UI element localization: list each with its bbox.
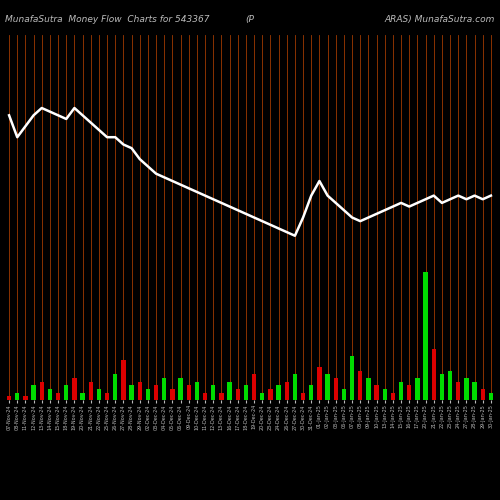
Bar xyxy=(432,349,436,400)
Bar xyxy=(219,392,224,400)
Bar xyxy=(334,378,338,400)
Bar xyxy=(382,389,387,400)
Bar xyxy=(23,396,28,400)
Bar xyxy=(309,386,314,400)
Bar xyxy=(236,389,240,400)
Bar xyxy=(424,272,428,400)
Bar xyxy=(7,396,12,400)
Bar xyxy=(228,382,232,400)
Bar xyxy=(64,386,68,400)
Bar xyxy=(301,392,306,400)
Bar xyxy=(170,389,174,400)
Bar xyxy=(399,382,404,400)
Bar xyxy=(366,378,370,400)
Bar xyxy=(32,386,36,400)
Bar xyxy=(211,386,216,400)
Bar xyxy=(88,382,93,400)
Bar xyxy=(374,386,379,400)
Bar xyxy=(80,392,85,400)
Bar xyxy=(96,389,101,400)
Bar xyxy=(292,374,297,400)
Text: (P: (P xyxy=(246,15,254,24)
Bar xyxy=(154,386,158,400)
Bar xyxy=(472,382,477,400)
Text: MunafaSutra  Money Flow  Charts for 543367: MunafaSutra Money Flow Charts for 543367 xyxy=(5,15,210,24)
Bar xyxy=(276,386,281,400)
Bar xyxy=(326,374,330,400)
Bar xyxy=(178,378,183,400)
Bar xyxy=(448,371,452,400)
Bar xyxy=(488,392,493,400)
Bar xyxy=(113,374,117,400)
Bar xyxy=(350,356,354,400)
Bar xyxy=(317,367,322,400)
Bar xyxy=(130,386,134,400)
Bar xyxy=(440,374,444,400)
Bar xyxy=(260,392,264,400)
Bar xyxy=(162,378,166,400)
Bar xyxy=(48,389,52,400)
Bar xyxy=(72,378,76,400)
Bar xyxy=(194,382,199,400)
Bar xyxy=(252,374,256,400)
Bar xyxy=(268,389,272,400)
Bar xyxy=(415,378,420,400)
Bar xyxy=(138,382,142,400)
Bar xyxy=(40,382,44,400)
Bar xyxy=(342,389,346,400)
Bar xyxy=(456,382,460,400)
Bar xyxy=(464,378,468,400)
Bar xyxy=(358,371,362,400)
Bar xyxy=(480,389,485,400)
Bar xyxy=(203,392,207,400)
Bar xyxy=(407,386,412,400)
Text: ARAS) MunafaSutra.com: ARAS) MunafaSutra.com xyxy=(384,15,495,24)
Bar xyxy=(186,386,191,400)
Bar xyxy=(15,392,20,400)
Bar xyxy=(284,382,289,400)
Bar xyxy=(390,392,395,400)
Bar xyxy=(105,392,110,400)
Bar xyxy=(146,389,150,400)
Bar xyxy=(244,386,248,400)
Bar xyxy=(56,392,60,400)
Bar xyxy=(121,360,126,400)
